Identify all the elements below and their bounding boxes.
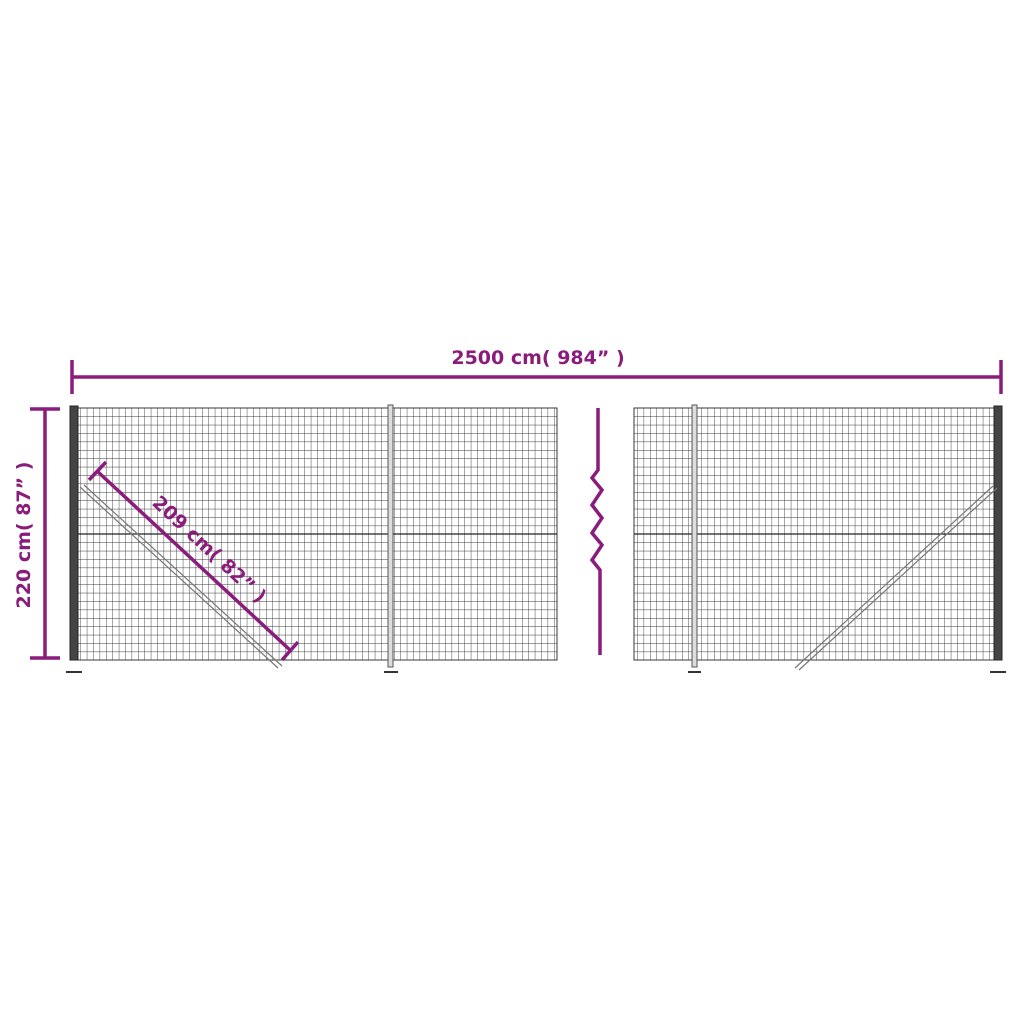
diagonal-brace (794, 485, 998, 671)
height-dimension (30, 407, 60, 660)
diagonal-dimension-line (95, 469, 292, 652)
height-label: 220 cm( 87” ) (13, 462, 35, 609)
diagonal-tick-bottom (280, 640, 300, 662)
middle-post (387, 404, 394, 668)
width-label: 2500 cm( 984” ) (451, 347, 624, 369)
fence-section-left (66, 404, 558, 673)
fence-section-right (633, 404, 1006, 673)
end-post (69, 405, 79, 661)
width-dimension (70, 360, 1003, 394)
break-symbol-icon (589, 408, 605, 655)
diagonal-dimension (87, 460, 300, 662)
diagonal-brace (79, 484, 283, 669)
middle-post (691, 404, 698, 668)
diagonal-tick-top (87, 460, 108, 482)
end-post (993, 405, 1003, 661)
